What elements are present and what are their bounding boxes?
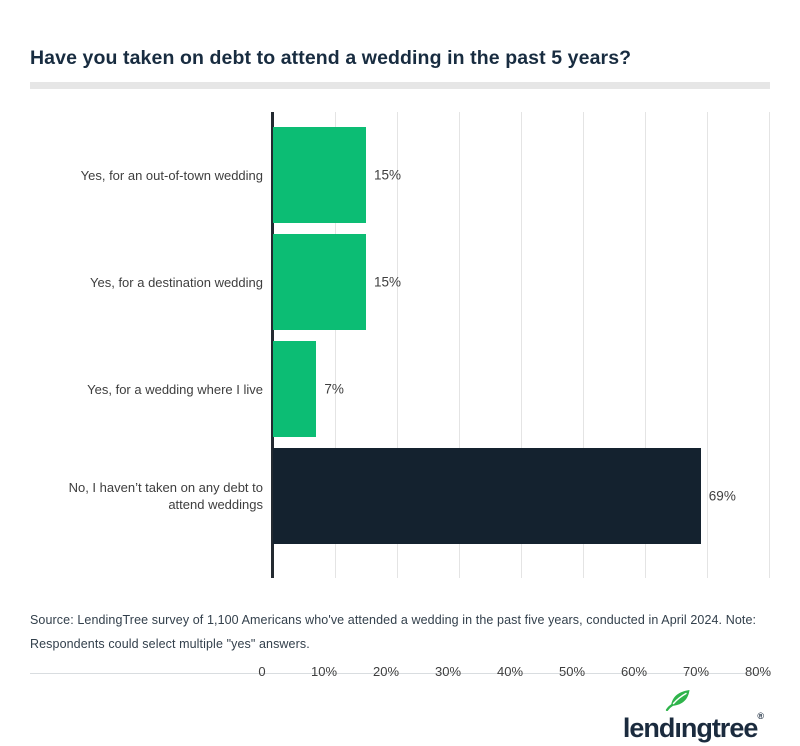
x-tick-label: 40% [496, 664, 524, 679]
gridline [583, 112, 584, 578]
value-label: 15% [374, 167, 402, 183]
category-label: Yes, for a wedding where I live [87, 381, 263, 397]
x-axis-labels: 0 10% 20% 30% 40% 50% 60% 70% 80% [30, 661, 772, 687]
value-label: 15% [374, 274, 402, 290]
gridline [645, 112, 646, 578]
bar [273, 234, 366, 330]
chart-row: Yes, for a destination wedding 15% [30, 234, 770, 341]
bar-track: 69% [273, 448, 770, 544]
chart-row: No, I haven’t taken on any debt to atten… [30, 448, 770, 555]
lendingtree-logo: lendıngtree® [622, 690, 770, 744]
gridline [335, 112, 336, 578]
y-axis-line [271, 112, 274, 578]
chart-row: Yes, for an out-of-town wedding 15% [30, 127, 770, 234]
gridline [769, 112, 770, 578]
x-tick-label: 30% [434, 664, 462, 679]
chart-title: Have you taken on debt to attend a weddi… [30, 47, 632, 69]
logo-text: lendıngtree [622, 713, 759, 743]
category-label: Yes, for an out-of-town wedding [80, 167, 263, 183]
x-tick-label: 0 [258, 664, 266, 679]
bar [273, 341, 317, 437]
bar-chart: Yes, for an out-of-town wedding 15% Yes, f… [30, 112, 773, 679]
x-tick-label: 10% [310, 664, 338, 679]
leaf-icon [664, 686, 691, 712]
source-note: Source: LendingTree survey of 1,100 Amer… [30, 613, 757, 651]
gridline [397, 112, 398, 578]
bar-track: 15% [273, 127, 770, 223]
footer-divider [30, 673, 770, 674]
bar-track: 15% [273, 234, 770, 330]
bar [273, 448, 701, 544]
gridline [521, 112, 522, 578]
value-label: 69% [708, 488, 736, 504]
x-tick-label: 20% [372, 664, 400, 679]
bar [273, 127, 366, 223]
x-tick-label: 80% [744, 664, 772, 679]
chart-row: Yes, for a wedding where I live 7% [30, 341, 770, 448]
footer: lendıngtree® [30, 690, 770, 744]
bar-track: 7% [273, 341, 770, 437]
registered-trademark-symbol: ® [757, 711, 764, 721]
x-tick-label: 60% [620, 664, 648, 679]
gridline [707, 112, 708, 578]
gridline [459, 112, 460, 578]
title-divider [30, 82, 770, 89]
value-label: 7% [324, 381, 344, 397]
category-label: No, I haven’t taken on any debt to atten… [68, 480, 263, 512]
gridlines [273, 112, 773, 578]
category-label: Yes, for a destination wedding [90, 274, 263, 290]
x-tick-label: 70% [682, 664, 710, 679]
chart-rows: Yes, for an out-of-town wedding 15% Yes, f… [30, 112, 770, 555]
x-tick-label: 50% [558, 664, 586, 679]
